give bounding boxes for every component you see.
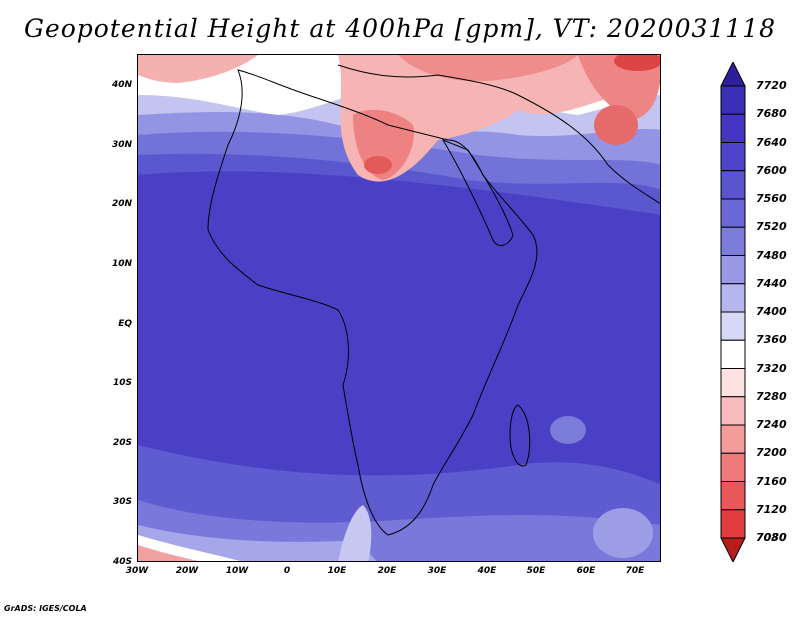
colorbar-label: 7600 xyxy=(756,163,787,177)
lat-label-eq: EQ xyxy=(118,319,132,329)
arabian-coast xyxy=(517,94,660,205)
lon-label-0: 0 xyxy=(283,566,291,576)
field-southeast-blob xyxy=(593,508,653,558)
colorbar-label: 7520 xyxy=(756,220,787,234)
colorbar-cell xyxy=(720,396,746,426)
lon-label-30w: 30W xyxy=(125,566,149,576)
high-north-outer xyxy=(338,55,660,182)
lat-label-10n: 10N xyxy=(111,259,132,269)
lon-label-10e: 10E xyxy=(327,566,347,576)
lon-label-20e: 20E xyxy=(377,566,397,576)
lon-label-10w: 10W xyxy=(225,566,249,576)
colorbar-label: 7480 xyxy=(756,248,787,262)
lon-label-70e: 70E xyxy=(625,566,645,576)
colorbar-cell xyxy=(720,142,746,172)
high-afghan xyxy=(594,105,638,145)
lon-label-50e: 50E xyxy=(526,566,546,576)
colorbar-label: 7720 xyxy=(756,79,787,92)
lat-label-20n: 20N xyxy=(111,199,132,209)
high-northwest xyxy=(138,55,258,83)
high-libya-core xyxy=(364,156,392,174)
colorbar-label: 7080 xyxy=(756,531,787,544)
colorbar-bottom-triangle xyxy=(720,537,746,562)
colorbar-label: 7200 xyxy=(756,446,787,460)
colorbar xyxy=(720,62,746,562)
lon-label-40e: 40E xyxy=(477,566,497,576)
colorbar-cell xyxy=(720,339,746,369)
colorbar-label: 7120 xyxy=(756,502,787,516)
colorbar-cell xyxy=(720,283,746,313)
colorbar-cell xyxy=(720,509,746,539)
colorbar-cell xyxy=(720,85,746,115)
colorbar-label: 7320 xyxy=(756,361,787,375)
high-mediterranean xyxy=(398,55,578,82)
colorbar-label: 7030 xyxy=(756,531,787,544)
colorbar-label: 7440 xyxy=(756,276,787,290)
colorbar-label: 7560 xyxy=(756,192,787,205)
colorbar-cell xyxy=(720,198,746,228)
height-field xyxy=(138,55,660,561)
madagascar-outline xyxy=(509,404,531,467)
lon-label-60e: 60E xyxy=(576,566,596,576)
high-iran xyxy=(578,55,660,120)
lon-label-30e: 30E xyxy=(427,566,447,576)
low-southwest xyxy=(138,545,199,561)
colorbar-cell xyxy=(720,113,746,143)
high-northeast-core xyxy=(614,55,660,71)
mediterranean-coast xyxy=(337,64,519,96)
lat-label-40n: 40N xyxy=(111,80,132,90)
field-cape-tongue xyxy=(338,505,372,561)
field-madagascar-east xyxy=(550,416,586,444)
grads-credit: GrADS: IGES/COLA xyxy=(4,604,87,613)
lon-label-20w: 20W xyxy=(175,566,199,576)
lat-label-10s: 10S xyxy=(112,378,132,388)
colorbar-cell xyxy=(720,226,746,256)
colorbar-cell xyxy=(720,424,746,454)
colorbar-label: 7240 xyxy=(756,418,787,431)
lat-label-20s: 20S xyxy=(112,438,132,448)
colorbar-cell xyxy=(720,368,746,398)
red-sea-outline xyxy=(441,138,514,246)
colorbar-label: 7680 xyxy=(756,107,787,121)
colorbar-cell xyxy=(720,481,746,511)
colorbar-label: 7400 xyxy=(756,305,787,318)
colorbar-label: 7360 xyxy=(756,333,787,347)
lat-label-30s: 30S xyxy=(112,497,132,507)
colorbar-cell xyxy=(720,170,746,200)
colorbar-label: 7160 xyxy=(756,474,787,488)
colorbar-top-triangle xyxy=(720,62,746,87)
colorbar-label: 7640 xyxy=(756,135,787,149)
colorbar-cell xyxy=(720,452,746,482)
map-panel xyxy=(137,54,661,562)
colorbar-cell xyxy=(720,255,746,285)
colorbar-label: 7280 xyxy=(756,389,787,403)
lat-label-40s: 40S xyxy=(112,557,132,567)
chart-title: Geopotential Height at 400hPa [gpm], VT:… xyxy=(23,14,777,43)
colorbar-cell xyxy=(720,311,746,341)
coastlines xyxy=(207,64,660,536)
lat-label-30n: 30N xyxy=(111,140,132,150)
africa-outline xyxy=(207,69,538,536)
